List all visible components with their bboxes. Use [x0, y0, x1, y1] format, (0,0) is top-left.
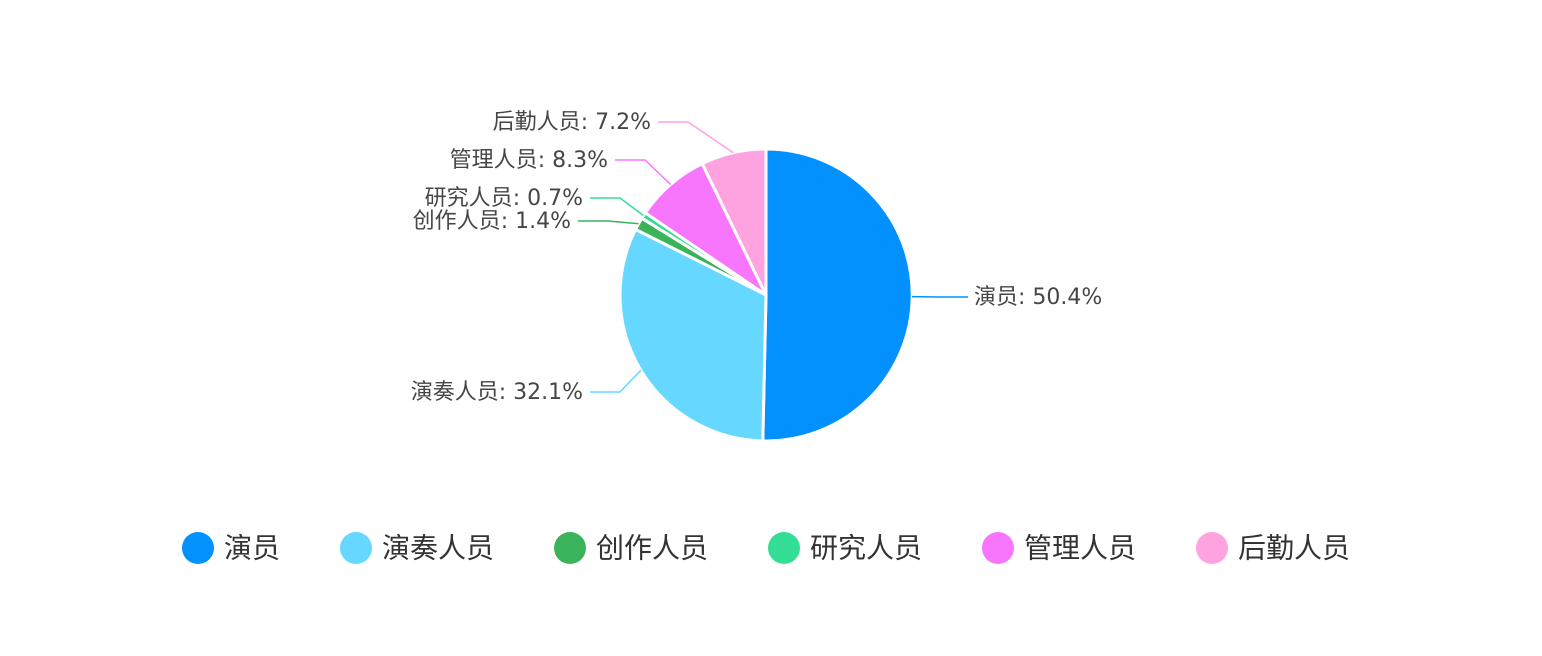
legend-item-actors[interactable]: 演员 [182, 532, 280, 565]
data-label-unit: % [562, 186, 583, 211]
data-label-managers: 管理人员: 8.3% [450, 148, 608, 173]
data-label-separator: : [499, 380, 513, 405]
data-label-unit: % [587, 148, 608, 173]
data-label-researchers: 研究人员: 0.7% [425, 186, 583, 211]
data-label-separator: : [1018, 285, 1032, 310]
legend-label: 演员 [224, 532, 280, 565]
data-label-separator: : [538, 148, 552, 173]
leader-line-researchers [590, 197, 644, 217]
legend-marker-icon [554, 532, 586, 564]
data-label-category: 创作人员 [413, 209, 501, 234]
data-label-unit: % [562, 380, 583, 405]
data-label-value: 8.3 [552, 148, 587, 173]
data-label-category: 演奏人员 [411, 380, 499, 405]
data-label-value: 32.1 [513, 380, 562, 405]
leader-line-creators [578, 220, 639, 225]
pie-slices [618, 147, 914, 443]
data-label-unit: % [1081, 285, 1102, 310]
data-label-unit: % [550, 209, 571, 234]
legend-label: 后勤人员 [1238, 532, 1350, 565]
data-label-actors: 演员: 50.4% [974, 285, 1102, 310]
leader-line-managers [615, 159, 672, 186]
data-label-separator: : [581, 110, 595, 135]
data-label-musicians: 演奏人员: 32.1% [411, 380, 583, 405]
leader-line-logistics [658, 121, 734, 154]
legend: 演员 演奏人员 创作人员 研究人员 管理人员 后勤人员 [182, 532, 1350, 565]
data-label-category: 演员 [974, 285, 1018, 310]
data-label-value: 7.2 [595, 110, 630, 135]
data-label-value: 50.4 [1032, 285, 1081, 310]
data-label-value: 1.4 [515, 209, 550, 234]
legend-item-researchers[interactable]: 研究人员 [768, 532, 922, 565]
pie-slice-logistics[interactable] [700, 147, 768, 297]
legend-label: 演奏人员 [382, 532, 494, 565]
legend-marker-icon [182, 532, 214, 564]
leader-lines [578, 121, 968, 393]
legend-marker-icon [982, 532, 1014, 564]
data-label-category: 管理人员 [450, 148, 538, 173]
pie-slice-actors[interactable] [761, 147, 914, 443]
data-label-unit: % [630, 110, 651, 135]
legend-marker-icon [768, 532, 800, 564]
legend-label: 创作人员 [596, 532, 708, 565]
legend-label: 管理人员 [1024, 532, 1136, 565]
leader-line-musicians [590, 369, 642, 393]
legend-marker-icon [340, 532, 372, 564]
data-labels: 演员: 50.4%演奏人员: 32.1%创作人员: 1.4%研究人员: 0.7%… [411, 110, 1103, 405]
data-label-category: 后勤人员 [493, 110, 581, 135]
legend-label: 研究人员 [810, 532, 922, 565]
legend-item-musicians[interactable]: 演奏人员 [340, 532, 494, 565]
legend-item-logistics[interactable]: 后勤人员 [1196, 532, 1350, 565]
data-label-separator: : [513, 186, 527, 211]
data-label-separator: : [501, 209, 515, 234]
data-label-logistics: 后勤人员: 7.2% [493, 110, 651, 135]
data-label-value: 0.7 [527, 186, 562, 211]
data-label-category: 研究人员 [425, 186, 513, 211]
legend-item-creators[interactable]: 创作人员 [554, 532, 708, 565]
legend-item-managers[interactable]: 管理人员 [982, 532, 1136, 565]
legend-marker-icon [1196, 532, 1228, 564]
data-label-creators: 创作人员: 1.4% [413, 209, 571, 234]
